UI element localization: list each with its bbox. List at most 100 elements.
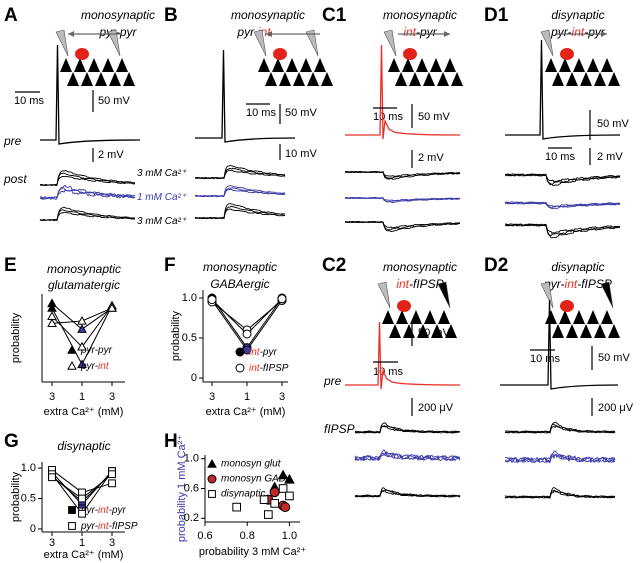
x-tick-label: 1 bbox=[79, 537, 85, 549]
marker bbox=[269, 487, 280, 498]
trace bbox=[354, 449, 461, 462]
neuron bbox=[314, 58, 326, 72]
x-tick-label: 3 bbox=[49, 391, 55, 403]
trace-label: post bbox=[3, 172, 27, 186]
marker bbox=[77, 324, 87, 333]
x-tick-label: 3 bbox=[209, 391, 215, 403]
y-tick-label: 0 bbox=[30, 523, 36, 535]
x-axis-label: extra Ca²⁺ (mM) bbox=[206, 406, 286, 418]
neuron bbox=[594, 324, 606, 338]
data-line bbox=[211, 300, 283, 351]
x-tick-label: 3 bbox=[109, 537, 115, 549]
text-segment: int bbox=[572, 25, 585, 39]
arrow-head bbox=[444, 31, 450, 37]
scale-label: 50 mV bbox=[285, 107, 317, 119]
marker bbox=[259, 495, 269, 504]
panel-subtitle: int-fIPSP bbox=[396, 277, 443, 291]
marker bbox=[108, 479, 116, 488]
electrode bbox=[383, 29, 397, 57]
trace bbox=[504, 450, 616, 464]
neuron bbox=[402, 58, 414, 72]
trace bbox=[354, 487, 461, 498]
panel-title: monosynaptic bbox=[383, 8, 457, 22]
panel-label: D1 bbox=[484, 5, 509, 26]
x-tick-label: 1 bbox=[244, 391, 250, 403]
trace-label: pre bbox=[3, 134, 22, 148]
trace bbox=[500, 299, 619, 390]
scale-label: 50 mV bbox=[98, 95, 130, 107]
trace bbox=[354, 450, 461, 462]
panel-subtitle: pyr-pyr bbox=[98, 25, 137, 39]
legend-marker bbox=[207, 458, 217, 468]
trace bbox=[195, 167, 286, 180]
neuron bbox=[81, 72, 93, 86]
text-segment: 3 mM Ca²⁺ bbox=[137, 216, 187, 227]
trace bbox=[504, 173, 621, 185]
neuron bbox=[409, 72, 421, 86]
neuron bbox=[559, 58, 571, 72]
text-segment: int bbox=[249, 347, 261, 358]
panel-label: D2 bbox=[484, 255, 508, 276]
x-tick-label: 1 bbox=[79, 391, 85, 403]
trace bbox=[195, 185, 286, 197]
marker bbox=[277, 469, 289, 480]
neuron bbox=[300, 58, 312, 72]
neuron bbox=[431, 324, 443, 338]
legend-marker bbox=[67, 360, 77, 370]
neuron bbox=[601, 310, 613, 324]
trace bbox=[504, 223, 621, 236]
trace-label: pre bbox=[323, 374, 342, 388]
scale-label: 50 mV bbox=[597, 118, 629, 130]
panel-subtitle: pyr-int-pyr bbox=[550, 25, 606, 39]
neuron bbox=[395, 72, 407, 86]
neuron bbox=[559, 310, 571, 324]
neuron bbox=[116, 58, 128, 72]
text-segment: int bbox=[98, 505, 110, 516]
y-tick-label: 1.0 bbox=[184, 453, 199, 465]
scale-label: 2 mV bbox=[418, 152, 444, 164]
legend-label: pyr-int-fIPSP bbox=[80, 521, 138, 532]
text-segment: int bbox=[249, 363, 261, 374]
y-axis-label: probability bbox=[10, 471, 22, 522]
text-segment: int bbox=[98, 361, 110, 372]
trace bbox=[345, 321, 461, 390]
neuron bbox=[424, 310, 436, 324]
panel-subtitle: int-pyr bbox=[403, 25, 437, 39]
interneuron bbox=[560, 48, 574, 60]
data-line bbox=[211, 297, 283, 349]
neuron bbox=[552, 72, 564, 86]
trace bbox=[504, 486, 616, 499]
text-segment: pyr-pyr bbox=[98, 25, 137, 39]
panel-label: E bbox=[4, 255, 17, 276]
marker bbox=[107, 303, 117, 312]
panel-title: monosynaptic bbox=[383, 260, 457, 274]
neuron bbox=[389, 324, 401, 338]
text-segment: pyr- bbox=[80, 361, 99, 372]
text-segment: int bbox=[396, 277, 409, 291]
arrow-head bbox=[68, 31, 74, 37]
trace bbox=[505, 39, 621, 140]
marker bbox=[78, 509, 86, 518]
neuron bbox=[445, 324, 457, 338]
legend-label: pyr-int bbox=[80, 361, 110, 372]
panel-label: C1 bbox=[322, 5, 347, 26]
marker bbox=[207, 295, 217, 305]
marker bbox=[78, 494, 86, 503]
chart-title: monosynaptic bbox=[47, 262, 121, 276]
neuron bbox=[545, 58, 557, 72]
electrode bbox=[600, 281, 614, 309]
neuron bbox=[410, 310, 422, 324]
x-tick-label: 3 bbox=[49, 537, 55, 549]
neuron bbox=[382, 310, 394, 324]
marker bbox=[77, 315, 87, 325]
text-segment: -fIPSP bbox=[109, 521, 138, 532]
trace bbox=[354, 422, 461, 434]
panel-title: disynaptic bbox=[551, 8, 604, 22]
neuron bbox=[109, 72, 121, 86]
neuron bbox=[573, 58, 585, 72]
neuron bbox=[566, 72, 578, 86]
neuron bbox=[594, 72, 606, 86]
neuron bbox=[60, 58, 72, 72]
text-segment: pyr-pyr bbox=[80, 345, 113, 356]
